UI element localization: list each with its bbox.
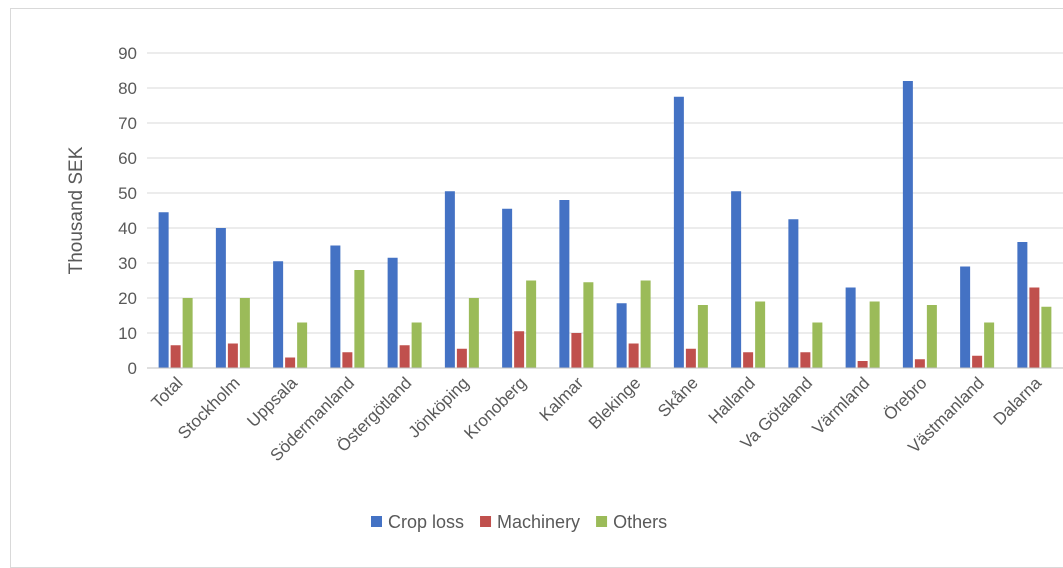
bar-others xyxy=(526,280,537,368)
bar-crop-loss xyxy=(444,191,455,368)
x-tick-label: Total xyxy=(148,373,187,412)
bar-others xyxy=(182,298,193,368)
bar-crop-loss xyxy=(845,287,856,368)
legend-swatch xyxy=(596,516,608,527)
bar-others xyxy=(239,298,250,368)
legend-label: Crop loss xyxy=(388,512,464,532)
x-tick-label: Värmland xyxy=(809,373,874,438)
x-tick-label: Skåne xyxy=(654,373,702,421)
bar-machinery xyxy=(685,348,696,368)
bar-others xyxy=(640,280,651,368)
bar-others xyxy=(755,301,766,368)
legend-swatch xyxy=(371,516,382,527)
bar-machinery xyxy=(514,331,525,368)
bar-machinery xyxy=(1029,287,1040,368)
y-tick-label: 70 xyxy=(118,114,137,133)
bar-others xyxy=(812,322,823,368)
bar-others xyxy=(411,322,422,368)
bar-crop-loss xyxy=(559,200,570,368)
legend: Crop loss Machinery Others xyxy=(371,512,667,532)
bar-machinery xyxy=(342,352,353,368)
legend-label: Others xyxy=(613,512,667,532)
bar-machinery xyxy=(227,343,238,368)
bar-machinery xyxy=(800,352,811,368)
bar-others xyxy=(354,270,365,368)
bar-others xyxy=(468,298,479,368)
legend-label: Machinery xyxy=(497,512,580,532)
legend-swatch xyxy=(480,516,492,527)
bar-machinery xyxy=(743,352,754,368)
bar-crop-loss xyxy=(960,266,971,368)
bar-machinery xyxy=(170,345,181,368)
y-tick-label: 0 xyxy=(128,359,137,378)
bar-crop-loss xyxy=(502,208,513,368)
x-tick-label: Kronoberg xyxy=(460,373,530,443)
bar-machinery xyxy=(972,355,983,368)
bar-others xyxy=(583,282,594,368)
bar-chart: 0 10 20 30 40 50 60 70 80 90 Thousand SEK TotalSt… xyxy=(66,44,1063,532)
bar-crop-loss xyxy=(616,303,627,368)
bar-others xyxy=(297,322,308,368)
bar-machinery xyxy=(857,361,868,368)
y-tick-label: 10 xyxy=(118,324,137,343)
x-tick-label: Kalmar xyxy=(536,373,588,425)
bar-crop-loss xyxy=(158,212,169,368)
bar-crop-loss xyxy=(673,96,684,368)
x-tick-label: Blekinge xyxy=(585,373,645,433)
y-tick-label: 60 xyxy=(118,149,137,168)
y-axis-label: Thousand SEK xyxy=(66,146,87,274)
bar-machinery xyxy=(628,343,639,368)
bar-crop-loss xyxy=(1017,242,1028,368)
y-tick-label: 90 xyxy=(118,44,137,63)
x-tick-label: Örebro xyxy=(880,373,931,424)
bar-machinery xyxy=(914,359,925,368)
bar-crop-loss xyxy=(215,228,226,368)
x-tick-label: Halland xyxy=(705,373,759,427)
x-tick-label: Uppsala xyxy=(243,373,301,431)
bar-others xyxy=(926,305,937,368)
bar-others xyxy=(1041,306,1052,368)
bar-machinery xyxy=(456,348,467,368)
bar-others xyxy=(697,305,708,368)
bar-crop-loss xyxy=(731,191,742,368)
bar-machinery xyxy=(571,333,582,368)
y-tick-label: 40 xyxy=(118,219,137,238)
y-tick-label: 80 xyxy=(118,79,137,98)
bar-crop-loss xyxy=(273,261,284,368)
gridlines xyxy=(147,52,1063,334)
y-tick-label: 20 xyxy=(118,289,137,308)
y-tick-label: 30 xyxy=(118,254,137,273)
bar-crop-loss xyxy=(330,245,341,368)
x-tick-label: Dalarna xyxy=(990,373,1046,429)
bar-machinery xyxy=(399,345,410,368)
bars xyxy=(158,81,1052,368)
x-tick-label: Stockholm xyxy=(174,373,244,443)
bar-crop-loss xyxy=(387,257,398,368)
bar-crop-loss xyxy=(902,81,913,368)
y-axis-ticks: 0 10 20 30 40 50 60 70 80 90 xyxy=(118,44,137,378)
chart-frame: 0 10 20 30 40 50 60 70 80 90 Thousand SEK Total St… xyxy=(10,8,1063,568)
bar-others xyxy=(869,301,880,368)
bar-machinery xyxy=(285,357,296,368)
y-tick-label: 50 xyxy=(118,184,137,203)
bar-others xyxy=(984,322,995,368)
bar-crop-loss xyxy=(788,219,799,368)
